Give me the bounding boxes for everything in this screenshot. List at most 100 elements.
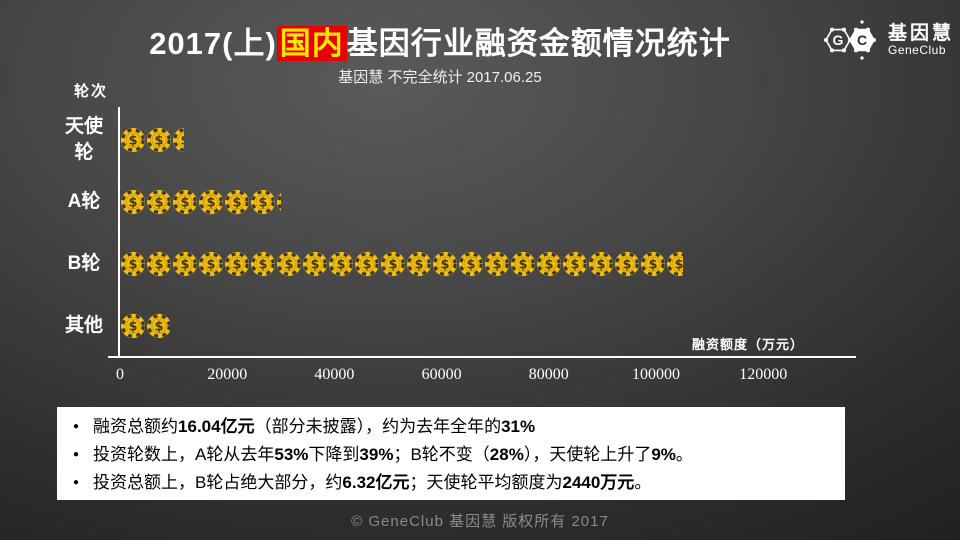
svg-text:$: $ [362, 258, 371, 273]
coin-icon: $ [666, 251, 683, 277]
coin-icon: $ [146, 127, 172, 153]
svg-text:$: $ [154, 258, 163, 273]
y-axis-category-label: 天使轮 [64, 116, 103, 163]
svg-text:$: $ [674, 258, 682, 273]
coin-icon: $ [588, 251, 614, 277]
svg-text:$: $ [648, 258, 657, 273]
title-highlight-segment: 国内 [276, 26, 347, 61]
copyright-footer: © GeneClub 基因慧 版权所有 2017 [351, 513, 609, 530]
svg-text:$: $ [388, 258, 397, 273]
svg-text:$: $ [128, 134, 137, 149]
svg-text:$: $ [154, 134, 163, 149]
svg-text:$: $ [206, 258, 215, 273]
svg-text:$: $ [154, 320, 163, 335]
coin-icon: $ [276, 193, 281, 211]
svg-text:$: $ [440, 258, 449, 273]
coin-icon: $ [458, 251, 484, 277]
svg-text:$: $ [466, 258, 475, 273]
x-axis-tick-label: 40000 [314, 366, 355, 383]
coin-icon: $ [172, 127, 185, 153]
svg-text:$: $ [232, 258, 241, 273]
coin-icon: $ [510, 251, 536, 277]
svg-text:$: $ [336, 258, 345, 273]
coin-icon: $ [120, 251, 146, 277]
title-segment: 基因行业融资金额情况统计 [346, 26, 731, 61]
svg-text:$: $ [622, 258, 631, 273]
x-axis-title: 融资额度（万元） [691, 337, 804, 352]
y-axis-category-label: B轮 [67, 253, 101, 275]
coin-icon: $ [406, 251, 432, 277]
coin-icon: $ [614, 251, 640, 277]
coin-icon: $ [484, 251, 510, 277]
coin-icon: $ [536, 251, 562, 277]
coin-icon: $ [172, 251, 198, 277]
svg-text:$: $ [310, 258, 319, 273]
coin-icon: $ [120, 189, 146, 215]
svg-text:$: $ [544, 258, 553, 273]
x-axis-tick-label: 0 [116, 366, 124, 383]
bar-1: $ $ $ [120, 127, 185, 153]
coin-icon: $ [354, 251, 380, 277]
coin-icon: $ [146, 251, 172, 277]
coin-icon: $ [562, 251, 588, 277]
svg-text:$: $ [206, 196, 215, 211]
logo-letter-g: G [833, 32, 844, 48]
x-axis-line [108, 356, 856, 358]
bullet-dot-icon: ● [73, 421, 80, 432]
coin-icon: $ [380, 251, 406, 277]
x-axis-tick-label: 60000 [421, 366, 462, 383]
coin-icon: $ [224, 251, 250, 277]
y-axis-category-label: A轮 [67, 191, 101, 213]
x-axis-tick-label: 120000 [739, 366, 788, 383]
svg-text:$: $ [180, 196, 189, 211]
svg-text:$: $ [128, 320, 137, 335]
svg-text:$: $ [128, 258, 137, 273]
summary-notes-box: ● 融资总额约16.04亿元（部分未披露），约为去年全年的31% ● 投资轮数上，A轮… [57, 407, 845, 500]
note-bullet-line: ● 融资总额约16.04亿元（部分未披露），约为去年全年的31% [73, 413, 833, 441]
svg-text:$: $ [596, 258, 605, 273]
svg-text:$: $ [492, 258, 501, 273]
logo-name-en: GeneClub [887, 42, 947, 57]
x-axis-tick-label: 20000 [207, 366, 248, 383]
svg-text:$: $ [570, 258, 579, 273]
note-bullet-line: ● 投资轮数上，A轮从去年53%下降到39%；B轮不变（28%），天使轮上升了9%… [73, 441, 833, 469]
geneclub-logo: G C 基因慧 GeneClub [820, 14, 954, 66]
y-axis-line [118, 107, 120, 357]
coin-icon: $ [250, 251, 276, 277]
bar-3: $ $ $ $ $ $ $ $ $ $ $ $ $ $ $ $ $ $ $ $ $ $ [120, 251, 683, 277]
coin-icon: $ [640, 251, 666, 277]
coin-icon: $ [198, 189, 224, 215]
note-text: 投资轮数上，A轮从去年53%下降到39%；B轮不变（28%），天使轮上升了9%。 [93, 445, 693, 464]
note-bullet-line: ● 投资总额上，B轮占绝大部分，约6.32亿元；天使轮平均额度为2440万元。 [73, 469, 833, 497]
coin-icon: $ [120, 127, 146, 153]
svg-text:$: $ [232, 196, 241, 211]
x-axis-tick-label: 100000 [632, 366, 680, 383]
svg-text:$: $ [128, 196, 137, 211]
coin-icon: $ [432, 251, 458, 277]
note-text: 融资总额约16.04亿元（部分未披露），约为去年全年的31% [93, 417, 536, 436]
y-axis-title: 轮次 [74, 83, 109, 100]
page-title: 2017(上)国内基因行业融资金额情况统计 [0, 18, 880, 63]
bar-4: $ $ [120, 313, 170, 339]
title-segment: 2017(上) [149, 26, 277, 61]
bar-2: $ $ $ $ $ $ $ [120, 189, 281, 215]
x-axis-tick-label: 80000 [528, 366, 569, 383]
svg-text:$: $ [284, 258, 293, 273]
logo-hexagons-icon: G C [823, 20, 876, 60]
bullet-dot-icon: ● [73, 449, 80, 460]
svg-text:$: $ [258, 258, 267, 273]
svg-text:$: $ [180, 258, 189, 273]
svg-text:$: $ [154, 196, 163, 211]
svg-text:$: $ [518, 258, 527, 273]
coin-icon: $ [172, 189, 198, 215]
y-axis-category-label: 其他 [64, 315, 103, 337]
coin-icon: $ [198, 251, 224, 277]
svg-text:$: $ [258, 196, 267, 211]
coin-icon: $ [250, 189, 276, 215]
logo-letter-c: C [857, 32, 867, 48]
coin-icon: $ [120, 313, 146, 339]
note-text: 投资总额上，B轮占绝大部分，约6.32亿元；天使轮平均额度为2440万元。 [93, 473, 652, 492]
bullet-dot-icon: ● [73, 477, 80, 488]
coin-icon: $ [328, 251, 354, 277]
